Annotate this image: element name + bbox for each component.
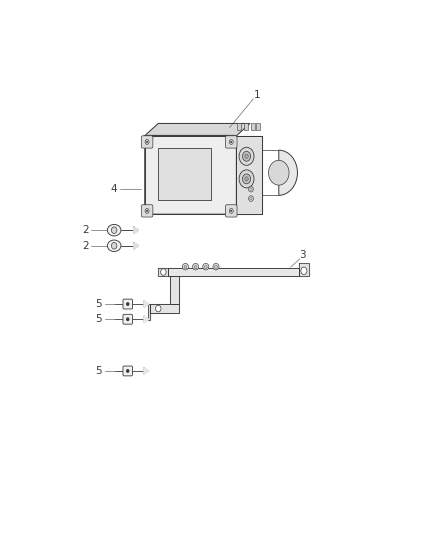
Bar bbox=[256, 124, 260, 130]
Circle shape bbox=[245, 154, 248, 158]
Polygon shape bbox=[145, 136, 237, 214]
Polygon shape bbox=[144, 316, 149, 322]
Text: 3: 3 bbox=[299, 250, 306, 260]
Text: 5: 5 bbox=[95, 314, 102, 324]
Polygon shape bbox=[158, 268, 169, 276]
Circle shape bbox=[250, 197, 252, 200]
FancyBboxPatch shape bbox=[123, 314, 132, 324]
Ellipse shape bbox=[182, 263, 188, 270]
Circle shape bbox=[111, 227, 117, 233]
Circle shape bbox=[127, 370, 129, 372]
Wedge shape bbox=[279, 150, 297, 195]
Polygon shape bbox=[144, 368, 149, 374]
Circle shape bbox=[146, 141, 148, 143]
Circle shape bbox=[111, 243, 117, 249]
Bar bbox=[237, 124, 241, 130]
Circle shape bbox=[230, 210, 232, 212]
Circle shape bbox=[301, 267, 307, 274]
Ellipse shape bbox=[213, 263, 219, 270]
Circle shape bbox=[145, 140, 149, 144]
Circle shape bbox=[194, 265, 197, 269]
Circle shape bbox=[239, 170, 254, 188]
Circle shape bbox=[243, 174, 251, 184]
Circle shape bbox=[249, 196, 253, 201]
Polygon shape bbox=[144, 301, 149, 308]
Bar bbox=[158, 148, 211, 200]
Circle shape bbox=[268, 160, 289, 185]
Circle shape bbox=[245, 177, 248, 181]
Circle shape bbox=[155, 305, 161, 312]
Text: 5: 5 bbox=[95, 366, 102, 376]
Polygon shape bbox=[145, 124, 250, 136]
Circle shape bbox=[145, 208, 149, 213]
Circle shape bbox=[127, 303, 129, 305]
Bar bbox=[251, 124, 255, 130]
Ellipse shape bbox=[107, 224, 121, 236]
Polygon shape bbox=[134, 243, 138, 249]
Polygon shape bbox=[134, 227, 138, 233]
Text: 5: 5 bbox=[95, 299, 102, 309]
Ellipse shape bbox=[193, 263, 199, 270]
Circle shape bbox=[250, 188, 252, 190]
Circle shape bbox=[146, 210, 148, 212]
Circle shape bbox=[161, 269, 166, 276]
Ellipse shape bbox=[107, 240, 121, 252]
FancyBboxPatch shape bbox=[226, 205, 237, 217]
Circle shape bbox=[205, 265, 207, 269]
Circle shape bbox=[243, 151, 251, 161]
Polygon shape bbox=[148, 304, 150, 320]
FancyBboxPatch shape bbox=[123, 366, 132, 376]
Text: 4: 4 bbox=[111, 184, 117, 194]
FancyBboxPatch shape bbox=[141, 136, 153, 148]
Circle shape bbox=[127, 318, 129, 320]
Text: 2: 2 bbox=[82, 241, 88, 251]
FancyBboxPatch shape bbox=[226, 136, 237, 148]
Circle shape bbox=[229, 140, 233, 144]
Circle shape bbox=[249, 186, 253, 192]
Bar bbox=[244, 124, 248, 130]
Polygon shape bbox=[237, 136, 262, 214]
Polygon shape bbox=[169, 268, 299, 276]
FancyBboxPatch shape bbox=[123, 299, 132, 309]
Polygon shape bbox=[150, 304, 179, 313]
Circle shape bbox=[229, 208, 233, 213]
Polygon shape bbox=[299, 263, 309, 276]
Circle shape bbox=[239, 147, 254, 165]
Circle shape bbox=[184, 265, 187, 269]
Circle shape bbox=[230, 141, 232, 143]
Ellipse shape bbox=[203, 263, 209, 270]
Polygon shape bbox=[170, 276, 179, 304]
Circle shape bbox=[215, 265, 217, 269]
Text: 1: 1 bbox=[254, 90, 260, 100]
Text: 2: 2 bbox=[82, 225, 88, 235]
FancyBboxPatch shape bbox=[141, 205, 153, 217]
